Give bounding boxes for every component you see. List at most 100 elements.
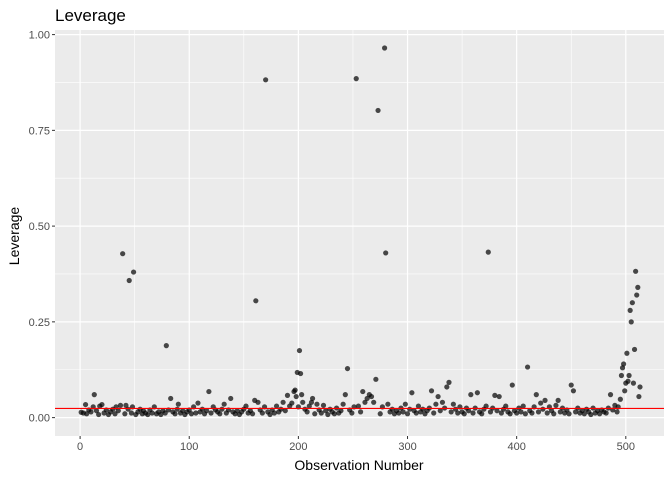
data-point [243, 403, 249, 409]
data-point [249, 411, 256, 417]
data-point [529, 410, 535, 416]
data-point [444, 384, 450, 390]
data-point [344, 365, 351, 372]
data-point [479, 411, 485, 417]
data-point [91, 392, 97, 398]
data-point [158, 411, 164, 418]
data-point [172, 411, 178, 417]
x-tick-label: 0 [77, 441, 83, 453]
data-point [404, 411, 411, 417]
data-point [297, 370, 304, 377]
data-point [402, 401, 408, 407]
data-point [162, 410, 168, 416]
data-point [542, 397, 548, 403]
data-point [415, 403, 422, 409]
data-point [195, 400, 201, 406]
data-point [468, 392, 474, 398]
data-point [357, 409, 364, 415]
data-point [204, 408, 210, 414]
data-point [520, 403, 526, 409]
data-point [219, 406, 225, 412]
data-point [637, 384, 643, 390]
data-point [282, 408, 288, 414]
x-tick-label: 500 [617, 441, 635, 453]
data-point [624, 350, 630, 356]
data-point [271, 410, 277, 416]
data-point [439, 399, 446, 405]
data-point [228, 395, 234, 402]
data-point [627, 307, 633, 313]
data-point [300, 399, 306, 405]
data-point [509, 382, 515, 388]
data-point [96, 411, 102, 418]
data-point [428, 388, 435, 394]
data-point [603, 410, 609, 416]
data-point [628, 319, 634, 325]
data-point [522, 411, 528, 417]
data-point [474, 390, 480, 396]
data-point [446, 379, 452, 385]
data-point [338, 408, 344, 414]
data-point [487, 409, 494, 415]
data-point [325, 411, 331, 418]
data-point [533, 392, 539, 398]
data-point [634, 292, 640, 298]
x-axis-title: Observation Number [294, 457, 424, 473]
data-point [221, 401, 227, 407]
data-point [122, 411, 128, 417]
y-axis-ticks: 0.00 0.25 0.50 0.75 1.00 [29, 30, 55, 425]
data-point [572, 409, 579, 415]
data-point [625, 378, 631, 384]
data-point [492, 392, 498, 398]
data-point [382, 45, 388, 51]
data-point [364, 395, 370, 402]
data-point [368, 393, 375, 400]
data-point [631, 346, 638, 353]
data-point [259, 410, 265, 416]
data-point [450, 401, 456, 407]
data-point [618, 372, 625, 379]
data-point [498, 410, 504, 416]
data-point [88, 409, 94, 415]
data-point [123, 402, 129, 408]
data-point [518, 409, 524, 415]
data-point [566, 411, 572, 417]
data-point [496, 393, 502, 400]
x-tick-label: 300 [398, 441, 416, 453]
data-point [375, 107, 381, 114]
data-point [544, 410, 550, 416]
data-points [78, 45, 643, 418]
data-point [485, 249, 491, 255]
data-point [633, 268, 639, 274]
data-point [557, 409, 563, 415]
data-point [373, 376, 379, 382]
data-point [470, 410, 476, 416]
data-point [267, 411, 273, 418]
data-point [292, 387, 298, 393]
data-point [636, 393, 642, 400]
data-point [597, 411, 603, 417]
data-point [117, 402, 124, 408]
data-point [280, 399, 286, 405]
data-point [629, 300, 635, 306]
data-point [163, 343, 169, 349]
data-point [253, 298, 259, 304]
data-point [538, 400, 544, 406]
data-point [568, 382, 574, 388]
x-tick-label: 100 [180, 441, 198, 453]
data-point [553, 402, 559, 408]
data-point [551, 411, 557, 417]
data-point [353, 76, 359, 82]
data-point [84, 411, 90, 417]
y-tick-label: 0.00 [29, 413, 50, 425]
data-point [535, 409, 542, 415]
data-point [284, 392, 291, 398]
x-tick-label: 400 [507, 441, 525, 453]
y-axis-title: Leverage [6, 207, 22, 266]
data-point [331, 411, 337, 417]
data-point [355, 403, 362, 409]
data-point [323, 408, 329, 414]
data-point [360, 388, 366, 395]
data-point [626, 372, 632, 379]
